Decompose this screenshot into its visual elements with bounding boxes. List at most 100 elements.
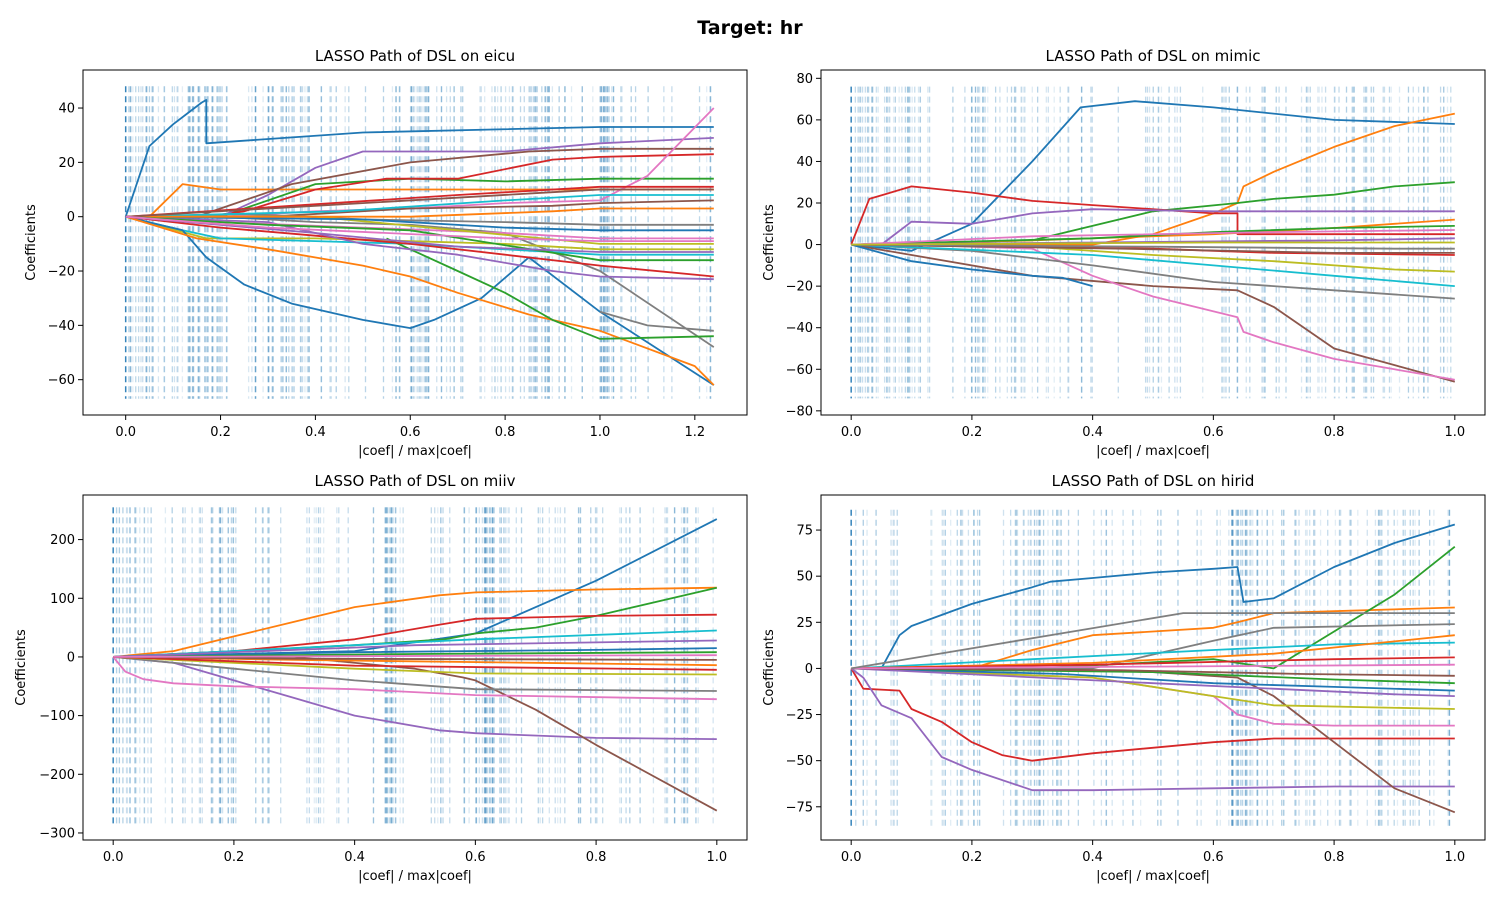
x-tick-label: 1.0	[590, 425, 611, 440]
x-tick-label: 1.0	[706, 850, 727, 865]
x-tick-label: 0.4	[1082, 425, 1103, 440]
x-tick-label: 0.8	[1324, 425, 1345, 440]
axes-frame	[82, 494, 748, 841]
coefficient-path-4	[113, 656, 717, 740]
x-tick-label: 0.4	[344, 850, 365, 865]
axes-frame	[82, 69, 748, 416]
coefficient-path-16	[113, 654, 717, 658]
y-tick-label: 200	[50, 533, 75, 548]
coefficient-path-14	[113, 639, 717, 658]
coefficient-path-14	[851, 667, 1455, 697]
coefficient-path-12	[386, 237, 714, 340]
y-tick-label: −20	[48, 265, 75, 280]
x-tick-label: 0.6	[400, 425, 421, 440]
x-tick-label: 0.0	[103, 850, 124, 865]
alpha-marker-lines	[850, 509, 1451, 828]
coefficient-path-4	[125, 137, 714, 218]
y-tick-label: −40	[786, 321, 813, 336]
plot-area	[83, 495, 747, 840]
x-axis-label: |coef| / max|coef|	[358, 869, 472, 884]
y-tick-label: 0	[805, 662, 813, 677]
x-tick-label: 0.2	[962, 425, 983, 440]
y-tick-label: −60	[786, 363, 813, 378]
y-tick-label: −40	[48, 319, 75, 334]
coefficient-path-11	[125, 215, 715, 386]
coefficient-path-12	[851, 225, 1455, 246]
coefficient-path-9	[125, 215, 714, 256]
coefficient-path-4	[850, 667, 1455, 792]
y-axis-label: Coefficients	[762, 204, 777, 281]
y-axis-label: Coefficients	[14, 629, 29, 706]
x-tick-label: 0.6	[1203, 850, 1224, 865]
coefficient-path-16	[851, 229, 1455, 246]
coefficient-path-19	[125, 194, 714, 218]
x-tick-label: 0.8	[586, 850, 607, 865]
coefficient-path-15	[851, 243, 1455, 254]
y-tick-label: −80	[786, 404, 813, 419]
coefficient-path-16	[851, 663, 1455, 670]
coefficient-path-13	[113, 656, 717, 671]
x-tick-label: 0.0	[841, 850, 862, 865]
alpha-marker-lines	[124, 86, 712, 399]
x-tick-label: 0.0	[841, 425, 862, 440]
coefficient-path-4	[851, 208, 1455, 246]
coefficient-path-21	[125, 207, 714, 218]
y-tick-label: 40	[58, 102, 75, 117]
x-tick-label: 0.2	[962, 850, 983, 865]
panel-mimic: 0.0 0.2 0.4 0.6 0.8 1.0 −80 −60 −40 −20 0 20 40 60 80 L…	[762, 47, 1486, 459]
y-tick-label: −100	[39, 709, 75, 724]
axes-frame	[820, 69, 1486, 416]
y-tick-label: −300	[39, 826, 75, 841]
coefficient-path-18	[851, 241, 1455, 246]
x-tick-label: 0.8	[1324, 850, 1345, 865]
figure-suptitle: Target: hr	[697, 17, 803, 39]
coefficient-path-27	[599, 310, 714, 332]
y-tick-label: 60	[796, 113, 813, 128]
coefficient-path-10	[851, 667, 1455, 692]
panel-title-miiv: LASSO Path of DSL on miiv	[315, 472, 516, 490]
coefficient-path-6	[112, 656, 717, 701]
coefficient-path-1	[851, 112, 1455, 246]
x-axis-label: |coef| / max|coef|	[1096, 444, 1210, 459]
y-tick-label: 0	[67, 210, 75, 225]
y-axis-label: Coefficients	[24, 204, 39, 281]
coefficient-path-8	[851, 667, 1455, 710]
coefficient-path-1	[113, 586, 717, 658]
x-tick-label: 0.0	[115, 425, 136, 440]
coefficient-path-17	[851, 243, 1455, 250]
y-tick-label: −20	[786, 280, 813, 295]
coefficient-path-24	[125, 215, 714, 253]
coefficient-path-10	[113, 647, 717, 658]
coefficient-path-7	[851, 623, 1455, 670]
coefficient-path-9	[851, 243, 1455, 287]
x-tick-label: 0.4	[1082, 850, 1103, 865]
coefficient-path-8	[113, 656, 717, 676]
coefficient-path-26	[125, 215, 714, 243]
y-tick-label: 0	[805, 238, 813, 253]
y-tick-label: 25	[796, 616, 813, 631]
y-tick-label: −25	[786, 708, 813, 723]
coefficient-path-8	[125, 215, 714, 251]
coefficient-path-10	[850, 243, 1093, 287]
y-tick-label: 80	[796, 72, 813, 87]
x-tick-label: 0.6	[465, 850, 486, 865]
y-tick-label: 20	[58, 156, 75, 171]
coefficient-paths	[850, 100, 1456, 383]
coefficient-paths	[112, 518, 718, 812]
coefficient-path-15	[851, 667, 1455, 677]
coefficient-path-14	[125, 215, 714, 281]
x-axis-label: |coef| / max|coef|	[1096, 869, 1210, 884]
panel-title-mimic: LASSO Path of DSL on mimic	[1046, 47, 1261, 65]
coefficient-path-0	[124, 99, 714, 217]
coefficient-path-17	[851, 612, 1455, 670]
coefficient-path-0	[851, 523, 1456, 670]
y-axis-label: Coefficients	[762, 629, 777, 706]
coefficient-path-3	[850, 185, 1455, 245]
coefficient-paths	[124, 99, 715, 386]
coefficient-path-10	[125, 215, 715, 386]
x-tick-label: 1.0	[1444, 850, 1465, 865]
y-tick-label: −200	[39, 768, 75, 783]
coefficient-paths	[850, 523, 1456, 814]
x-tick-label: 1.2	[684, 425, 705, 440]
